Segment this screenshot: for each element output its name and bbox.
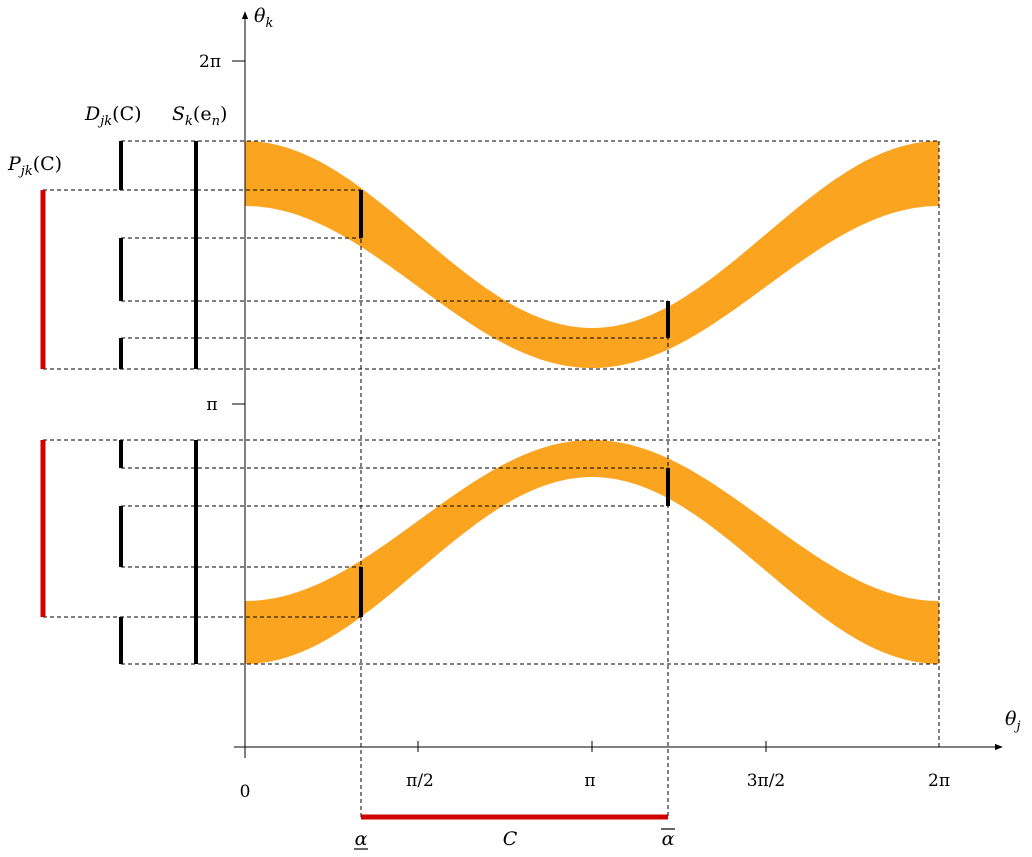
label-p-jk-c: Pjk(C) (7, 153, 62, 179)
curve-intersection-marks (359, 190, 670, 617)
x-tick-0: 0 (240, 782, 251, 802)
x-tick-2pi: 2π (928, 771, 950, 791)
label-d-jk-c: Djk(C) (84, 103, 142, 129)
y-axis-label: θk (254, 5, 273, 31)
alpha-high-label: α (662, 828, 675, 850)
upper-orange-band (245, 141, 939, 368)
lower-orange-band (245, 440, 939, 664)
x-axis-ticks (417, 741, 767, 752)
y-axis-ticks (232, 60, 245, 405)
x-tick-pi-half: π/2 (406, 771, 434, 791)
x-tick-pi: π (584, 771, 595, 791)
dashed-guides (43, 140, 940, 817)
alpha-low-label: α (355, 828, 368, 850)
y-tick-pi: π (206, 395, 217, 415)
x-axis-label: θj (1005, 708, 1020, 734)
interval-c-label: C (503, 828, 518, 850)
y-tick-2pi: 2π (199, 52, 221, 72)
label-s-k-en: Sk(en) (172, 103, 227, 129)
x-tick-3pi-half: 3π/2 (747, 771, 786, 791)
